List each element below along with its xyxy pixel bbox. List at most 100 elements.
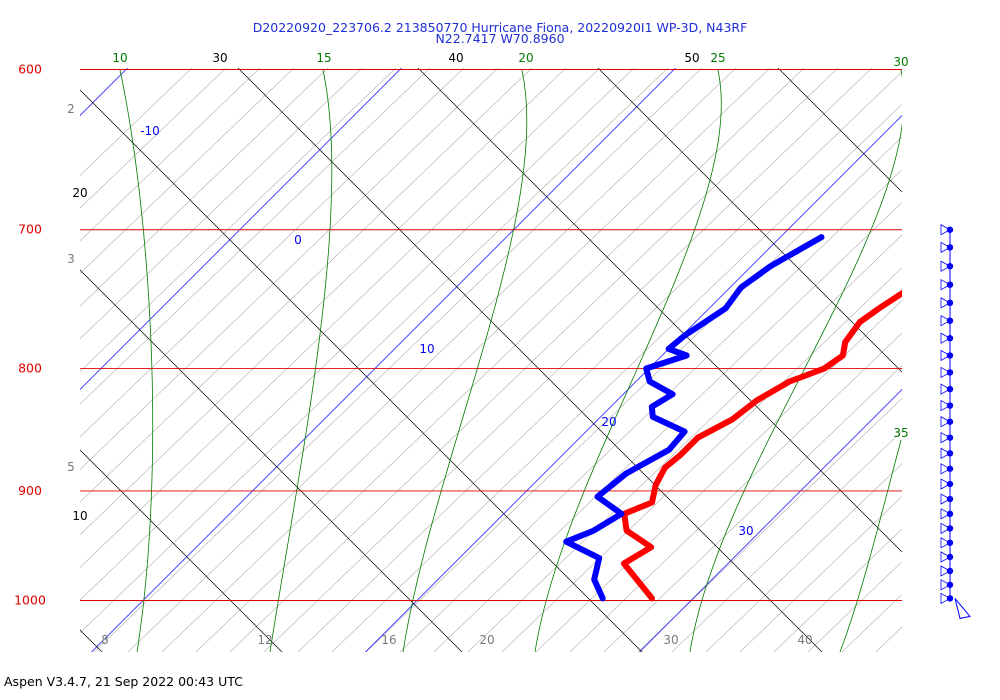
mixing-ratio-line (978, 56, 1000, 652)
isotherm-line (91, 68, 676, 652)
mixing-ratio-line (807, 561, 902, 652)
wind-barb-flag (940, 332, 951, 344)
mixing-ratio-label: 12 (257, 633, 272, 647)
isotherm-label: 30 (738, 524, 753, 538)
mixing-ratio-line (331, 104, 902, 652)
mixing-ratio-line (603, 365, 902, 652)
wind-barb-flag (940, 463, 951, 475)
mixing-ratio-line (80, 68, 261, 242)
chart-subtitle: N22.7417 W70.8960 (435, 31, 565, 46)
moist-adiabat-label: 20 (518, 51, 533, 65)
dry-adiabat-label: 10 (72, 509, 87, 523)
isotherm-label: 10 (419, 342, 434, 356)
mixing-ratio-line (80, 68, 363, 340)
mixing-ratio-line (501, 267, 902, 652)
dry-adiabat-line (80, 89, 643, 652)
wind-barb-flag (940, 224, 951, 236)
mixing-ratio-label: 8 (101, 633, 109, 647)
isotherm-line (914, 68, 1000, 652)
mixing-ratio-line (535, 300, 902, 652)
mixing-ratio-line (875, 626, 902, 652)
mixing-ratio-line (433, 202, 902, 652)
wind-barb-flag (940, 565, 951, 577)
isotherm-line (365, 115, 902, 652)
wind-barb-flag (940, 579, 951, 591)
chart-title: D20220920_223706.2 213850770 Hurricane F… (252, 20, 748, 35)
mixing-ratio-line (399, 169, 902, 652)
mixing-ratio-line (80, 68, 567, 536)
moist-adiabat-label: 30 (893, 55, 908, 69)
dry-adiabat-line (80, 449, 283, 652)
mixing-ratio-line (841, 594, 902, 652)
mixing-ratio-label: 3 (67, 252, 75, 266)
isotherm-line (80, 68, 402, 390)
wind-barb-flag (940, 315, 951, 327)
mixing-ratio-line (80, 68, 431, 405)
mixing-ratio-line (229, 68, 839, 652)
moist-adiabat-label: 35 (893, 426, 908, 440)
dry-adiabat-label: 50 (684, 51, 699, 65)
wind-barb-flag (940, 416, 951, 428)
wind-barb-flag (940, 349, 951, 362)
moist-adiabat-line (402, 69, 528, 652)
mixing-ratio-line (80, 68, 329, 307)
dry-adiabat-label: 40 (448, 51, 463, 65)
wind-barb-flag (940, 508, 951, 520)
mixing-ratio-line (739, 496, 902, 652)
wind-barb-flag (940, 478, 951, 490)
mixing-ratio-line (80, 68, 397, 372)
dry-adiabat-line (597, 68, 902, 373)
dry-adiabat-line (237, 68, 823, 652)
mixing-ratio-line (80, 68, 295, 274)
moist-adiabat-label: 10 (112, 51, 127, 65)
dry-adiabat-line (777, 68, 902, 193)
wind-barb-flag (940, 592, 951, 605)
wind-barb-flag (940, 366, 951, 379)
mixing-ratio-line (161, 68, 771, 652)
pressure-tick-label: 600 (18, 62, 42, 77)
wind-barb-flag (940, 241, 951, 254)
moist-adiabat-line (119, 69, 154, 652)
isotherm-label: 0 (294, 233, 302, 247)
pressure-tick-label: 800 (18, 361, 42, 376)
isotherm-label: 20 (601, 415, 616, 429)
mixing-ratio-label: 2 (67, 102, 75, 116)
moist-adiabat-label: 15 (316, 51, 331, 65)
dry-adiabat-line (930, 40, 1000, 700)
mixing-ratio-label: 30 (663, 633, 678, 647)
dry-adiabat-line (417, 68, 902, 553)
mixing-ratio-label: 5 (67, 460, 75, 474)
mixing-ratio-line (773, 528, 902, 652)
mixing-ratio-label: 40 (797, 633, 812, 647)
pressure-tick-label: 900 (18, 483, 42, 498)
isotherm-label: -10 (140, 124, 160, 138)
wind-barb-flag (940, 279, 951, 291)
mixing-ratio-line (80, 68, 635, 601)
dry-adiabat-label: 20 (72, 186, 87, 200)
mixing-ratio-line (80, 68, 499, 470)
mixing-ratio-line (93, 68, 703, 652)
wind-barb-flag (940, 260, 951, 272)
mixing-ratio-line (80, 68, 533, 503)
mixing-ratio-line (569, 332, 902, 652)
moist-adiabat-line (269, 69, 333, 652)
wind-barb-flag (940, 551, 951, 563)
mixing-ratio-line (80, 68, 465, 438)
mixing-ratio-line (127, 68, 737, 652)
wind-barb-flag (954, 598, 971, 620)
temperature-trace (620, 289, 902, 602)
mixing-ratio-line (467, 234, 902, 652)
wind-barb-flag (940, 522, 951, 535)
moist-adiabat-line (689, 69, 902, 652)
pressure-tick-label: 1000 (14, 593, 46, 608)
wind-barb-flag (940, 493, 951, 505)
wind-barb-flag (940, 431, 951, 444)
dry-adiabat-label: 30 (212, 51, 227, 65)
wind-barb-flag (940, 537, 951, 549)
dry-adiabat-line (80, 269, 463, 652)
footer-text: Aspen V3.4.7, 21 Sep 2022 00:43 UTC (4, 674, 243, 689)
mixing-ratio-line (195, 68, 805, 652)
mixing-ratio-line (80, 68, 669, 634)
mixing-ratio-line (297, 71, 902, 652)
